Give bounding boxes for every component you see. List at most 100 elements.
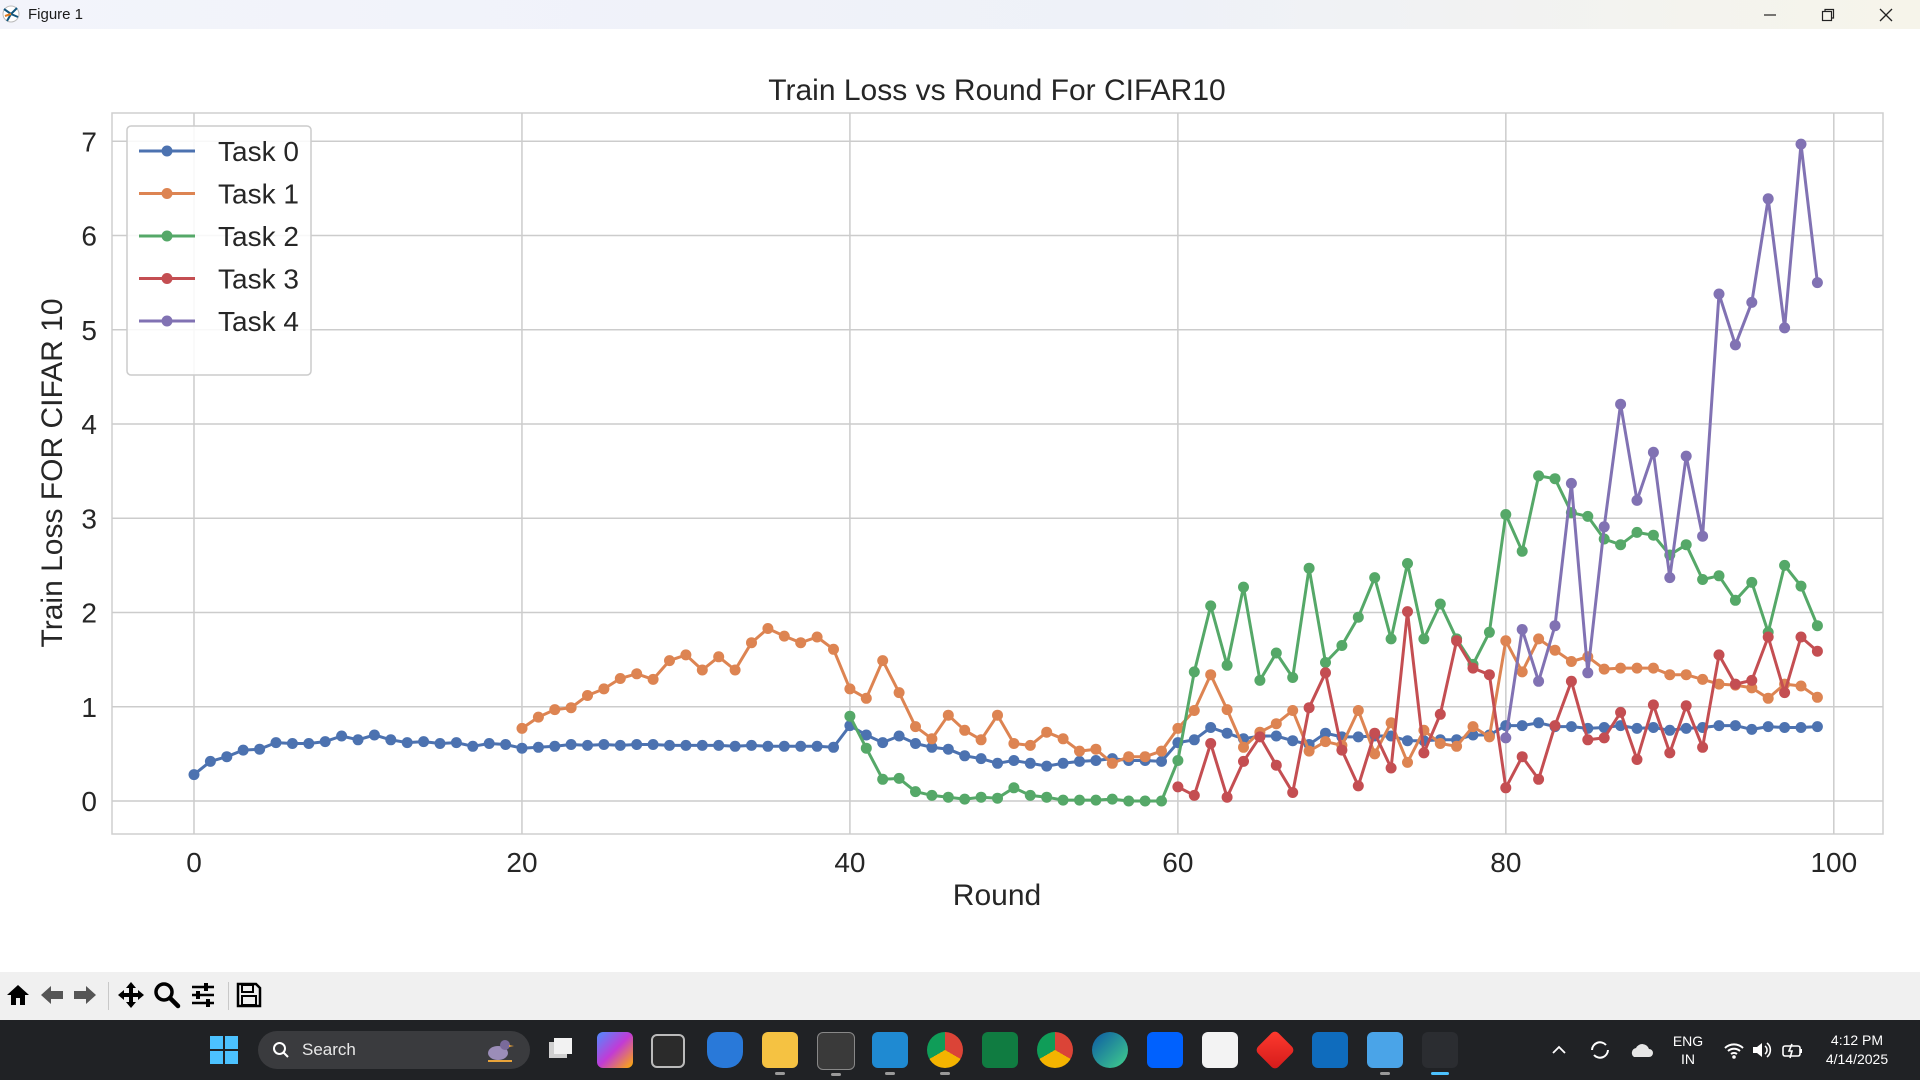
data-point [1172,755,1184,766]
data-point [1270,759,1282,771]
x-tick-label: 0 [186,847,202,878]
y-tick-label: 5 [81,315,97,346]
data-point [1697,673,1709,685]
data-point [1369,748,1381,760]
legend-box [126,125,312,376]
data-point [942,709,954,721]
y-axis-label: Train Loss FOR CIFAR 10 [36,299,69,648]
minimize-button[interactable] [1741,0,1799,29]
excel-app[interactable] [982,1032,1018,1068]
data-point [500,739,512,750]
data-point [992,709,1003,721]
configure-subplots-button[interactable] [188,980,218,1010]
terminal-app[interactable] [817,1032,855,1076]
data-point [1811,721,1823,733]
data-point [696,664,708,676]
data-point [1352,731,1364,743]
dropbox-app[interactable] [1147,1032,1183,1068]
line-chart: 0 20 40 60 80 100 0 1 2 3 4 5 6 7 Train Loss vs Round… [36,74,1884,912]
data-point [631,668,643,680]
data-point [1779,687,1791,699]
copilot-app[interactable] [597,1032,633,1068]
data-point [1385,633,1397,645]
terminal-hub-app[interactable] [651,1034,685,1068]
forward-button[interactable] [70,980,100,1010]
data-point [1287,705,1299,716]
data-point [1500,509,1512,520]
data-point [926,741,938,753]
toolbar-separator [228,982,229,1010]
chrome-app[interactable] [927,1032,963,1075]
show-hidden-icons-chevron-icon[interactable] [1551,1042,1567,1058]
data-point [1795,722,1807,733]
running-indicator [940,1072,950,1075]
data-point [1598,521,1610,533]
defender-app[interactable] [707,1032,743,1068]
pan-button[interactable] [116,980,146,1010]
data-point [1402,735,1413,747]
sync-icon[interactable] [1588,1038,1612,1062]
file-explorer-app[interactable] [762,1032,798,1075]
data-point [1467,662,1479,674]
volume-icon[interactable] [1751,1040,1773,1060]
data-point [1467,729,1479,741]
outlook-app[interactable] [1312,1032,1348,1068]
zoom-button[interactable] [152,980,182,1010]
data-point [1631,722,1643,734]
data-point [270,737,282,749]
data-point [1320,727,1331,739]
legend-marker [161,273,173,284]
data-point [1123,795,1135,807]
taskbar-search-box[interactable]: Search [258,1031,530,1069]
legend-marker [161,230,173,242]
legend: Task 0 Task 1 Task 2 Task 3 Task 4 [126,125,312,376]
onedrive-cloud-icon[interactable] [1628,1041,1654,1059]
task-view-button[interactable] [543,1032,579,1068]
notepad-app[interactable] [1367,1032,1403,1075]
vscode-app[interactable] [872,1032,908,1075]
data-point [1090,743,1102,755]
windows-start-icon[interactable] [208,1034,240,1066]
data-point [860,692,872,704]
figure-canvas[interactable]: 0 20 40 60 80 100 0 1 2 3 4 5 6 7 Train Loss vs Round… [0,29,1920,972]
microsoft-store-app[interactable] [1202,1032,1238,1068]
battery-icon[interactable] [1781,1040,1805,1060]
language-indicator[interactable]: ENG IN [1668,1032,1708,1068]
data-point [1631,526,1643,538]
data-point [1500,782,1512,794]
edge-app[interactable] [1092,1032,1128,1068]
chrome-profile-app[interactable] [1037,1032,1073,1068]
data-point [204,755,216,767]
wifi-icon[interactable] [1723,1040,1745,1060]
data-point [1451,635,1463,647]
data-point [1549,473,1561,485]
data-point [942,743,954,755]
y-tick-label: 7 [81,126,97,157]
data-point [1516,751,1528,763]
save-button[interactable] [234,980,264,1010]
data-point [1402,756,1413,768]
maximize-button[interactable] [1799,0,1857,29]
data-point [1664,724,1676,736]
bird-search-highlight-icon [488,1040,514,1062]
data-point [959,793,971,805]
home-button[interactable] [3,980,33,1010]
data-point [1451,740,1463,752]
data-point [1156,795,1167,807]
clock-date: 4/14/2025 [1825,1051,1889,1067]
close-button[interactable] [1857,0,1915,29]
data-point [893,730,905,742]
back-button[interactable] [37,980,67,1010]
data-point [1188,789,1200,801]
data-point [1221,727,1233,739]
data-point [1418,633,1430,645]
python-figure-app[interactable] [1422,1032,1458,1075]
data-point [352,734,364,746]
data-point [1303,562,1315,574]
clock[interactable]: 4:12 PM 4/14/2025 [1812,1031,1902,1069]
data-point [1582,510,1594,522]
data-point [1516,666,1528,678]
data-point [1008,738,1020,749]
search-placeholder: Search [302,1040,356,1059]
anydesk-app[interactable] [1254,1029,1296,1071]
